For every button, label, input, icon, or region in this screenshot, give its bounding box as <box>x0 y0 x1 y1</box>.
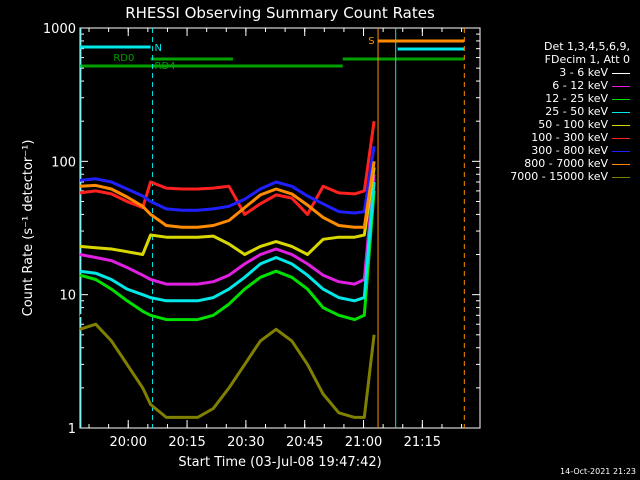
legend-item: 6 - 12 keV <box>510 79 630 92</box>
x-tick-label: 20:30 <box>227 435 264 450</box>
x-axis-label: Start Time (03-Jul-08 19:47:42) <box>178 455 381 470</box>
legend-item-label: 800 - 7000 keV <box>524 157 608 170</box>
legend-item-label: 3 - 6 keV <box>559 66 608 79</box>
series-line-7 <box>79 161 376 229</box>
series-line-8 <box>79 322 376 419</box>
y-tick-label: 100 <box>51 155 76 170</box>
series-line-4 <box>79 167 376 256</box>
legend-item: 100 - 300 keV <box>510 131 630 144</box>
legend-item: 7000 - 15000 keV <box>510 170 630 183</box>
legend-item: 300 - 800 keV <box>510 144 630 157</box>
y-tick-label: 1 <box>68 422 76 437</box>
legend-item-label: 100 - 300 keV <box>531 131 608 144</box>
x-tick-label: 20:15 <box>168 435 205 450</box>
y-axis-label: Count Rate (s⁻¹ detector⁻¹) <box>21 140 36 317</box>
annotation-rd0: RD0 <box>113 53 134 64</box>
legend-item-label: 25 - 50 keV <box>545 105 608 118</box>
legend-header-line-2: FDecim 1, Att 0 <box>544 53 630 66</box>
legend-item: 12 - 25 keV <box>510 92 630 105</box>
legend-swatch <box>612 137 630 139</box>
series-line-6 <box>79 145 376 215</box>
annotation-n: N <box>155 43 162 54</box>
timestamp: 14-Oct-2021 21:23 <box>560 467 636 476</box>
series-line-1 <box>79 174 376 286</box>
legend-swatch <box>612 163 630 165</box>
plot-area: 1 10 100 1000 20:00 20:15 20:30 20:45 21:00 21:15… <box>43 22 481 450</box>
legend-item-label: 12 - 25 keV <box>545 92 608 105</box>
series-line-3 <box>79 181 376 303</box>
legend-swatch <box>612 98 630 100</box>
series-line-0 <box>79 201 376 353</box>
legend-swatch <box>612 85 630 87</box>
x-tick-label: 21:15 <box>404 435 441 450</box>
legend-item: 3 - 6 keV <box>510 66 630 79</box>
legend-item-label: 300 - 800 keV <box>531 144 608 157</box>
annotation-s: S <box>368 36 374 47</box>
x-tick-label: 20:45 <box>286 435 323 450</box>
chart-title: RHESSI Observing Summary Count Rates <box>125 4 435 22</box>
x-tick-label: 21:00 <box>345 435 382 450</box>
legend-item: 800 - 7000 keV <box>510 157 630 170</box>
legend: Det 1,3,4,5,6,9, FDecim 1, Att 0 3 - 6 k… <box>510 40 630 183</box>
series-line-5 <box>79 120 376 216</box>
series-line-2 <box>79 190 376 322</box>
legend-swatch <box>612 150 630 152</box>
y-tick-label: 1000 <box>43 22 76 37</box>
x-tick-label: 20:00 <box>110 435 147 450</box>
y-tick-label: 10 <box>59 289 76 304</box>
legend-swatch <box>612 72 630 74</box>
annotation-rd4: RD4 <box>155 61 176 72</box>
legend-items: 3 - 6 keV 6 - 12 keV 12 - 25 keV 25 - 50 ke… <box>510 66 630 183</box>
legend-item-label: 50 - 100 keV <box>538 118 608 131</box>
legend-item: 25 - 50 keV <box>510 105 630 118</box>
legend-item: 50 - 100 keV <box>510 118 630 131</box>
legend-swatch <box>612 111 630 113</box>
legend-header-line-1: Det 1,3,4,5,6,9, <box>543 40 630 53</box>
legend-item-label: 6 - 12 keV <box>552 79 608 92</box>
legend-swatch <box>612 124 630 126</box>
legend-item-label: 7000 - 15000 keV <box>510 170 608 183</box>
legend-swatch <box>612 176 630 178</box>
plot-frame <box>79 27 481 429</box>
